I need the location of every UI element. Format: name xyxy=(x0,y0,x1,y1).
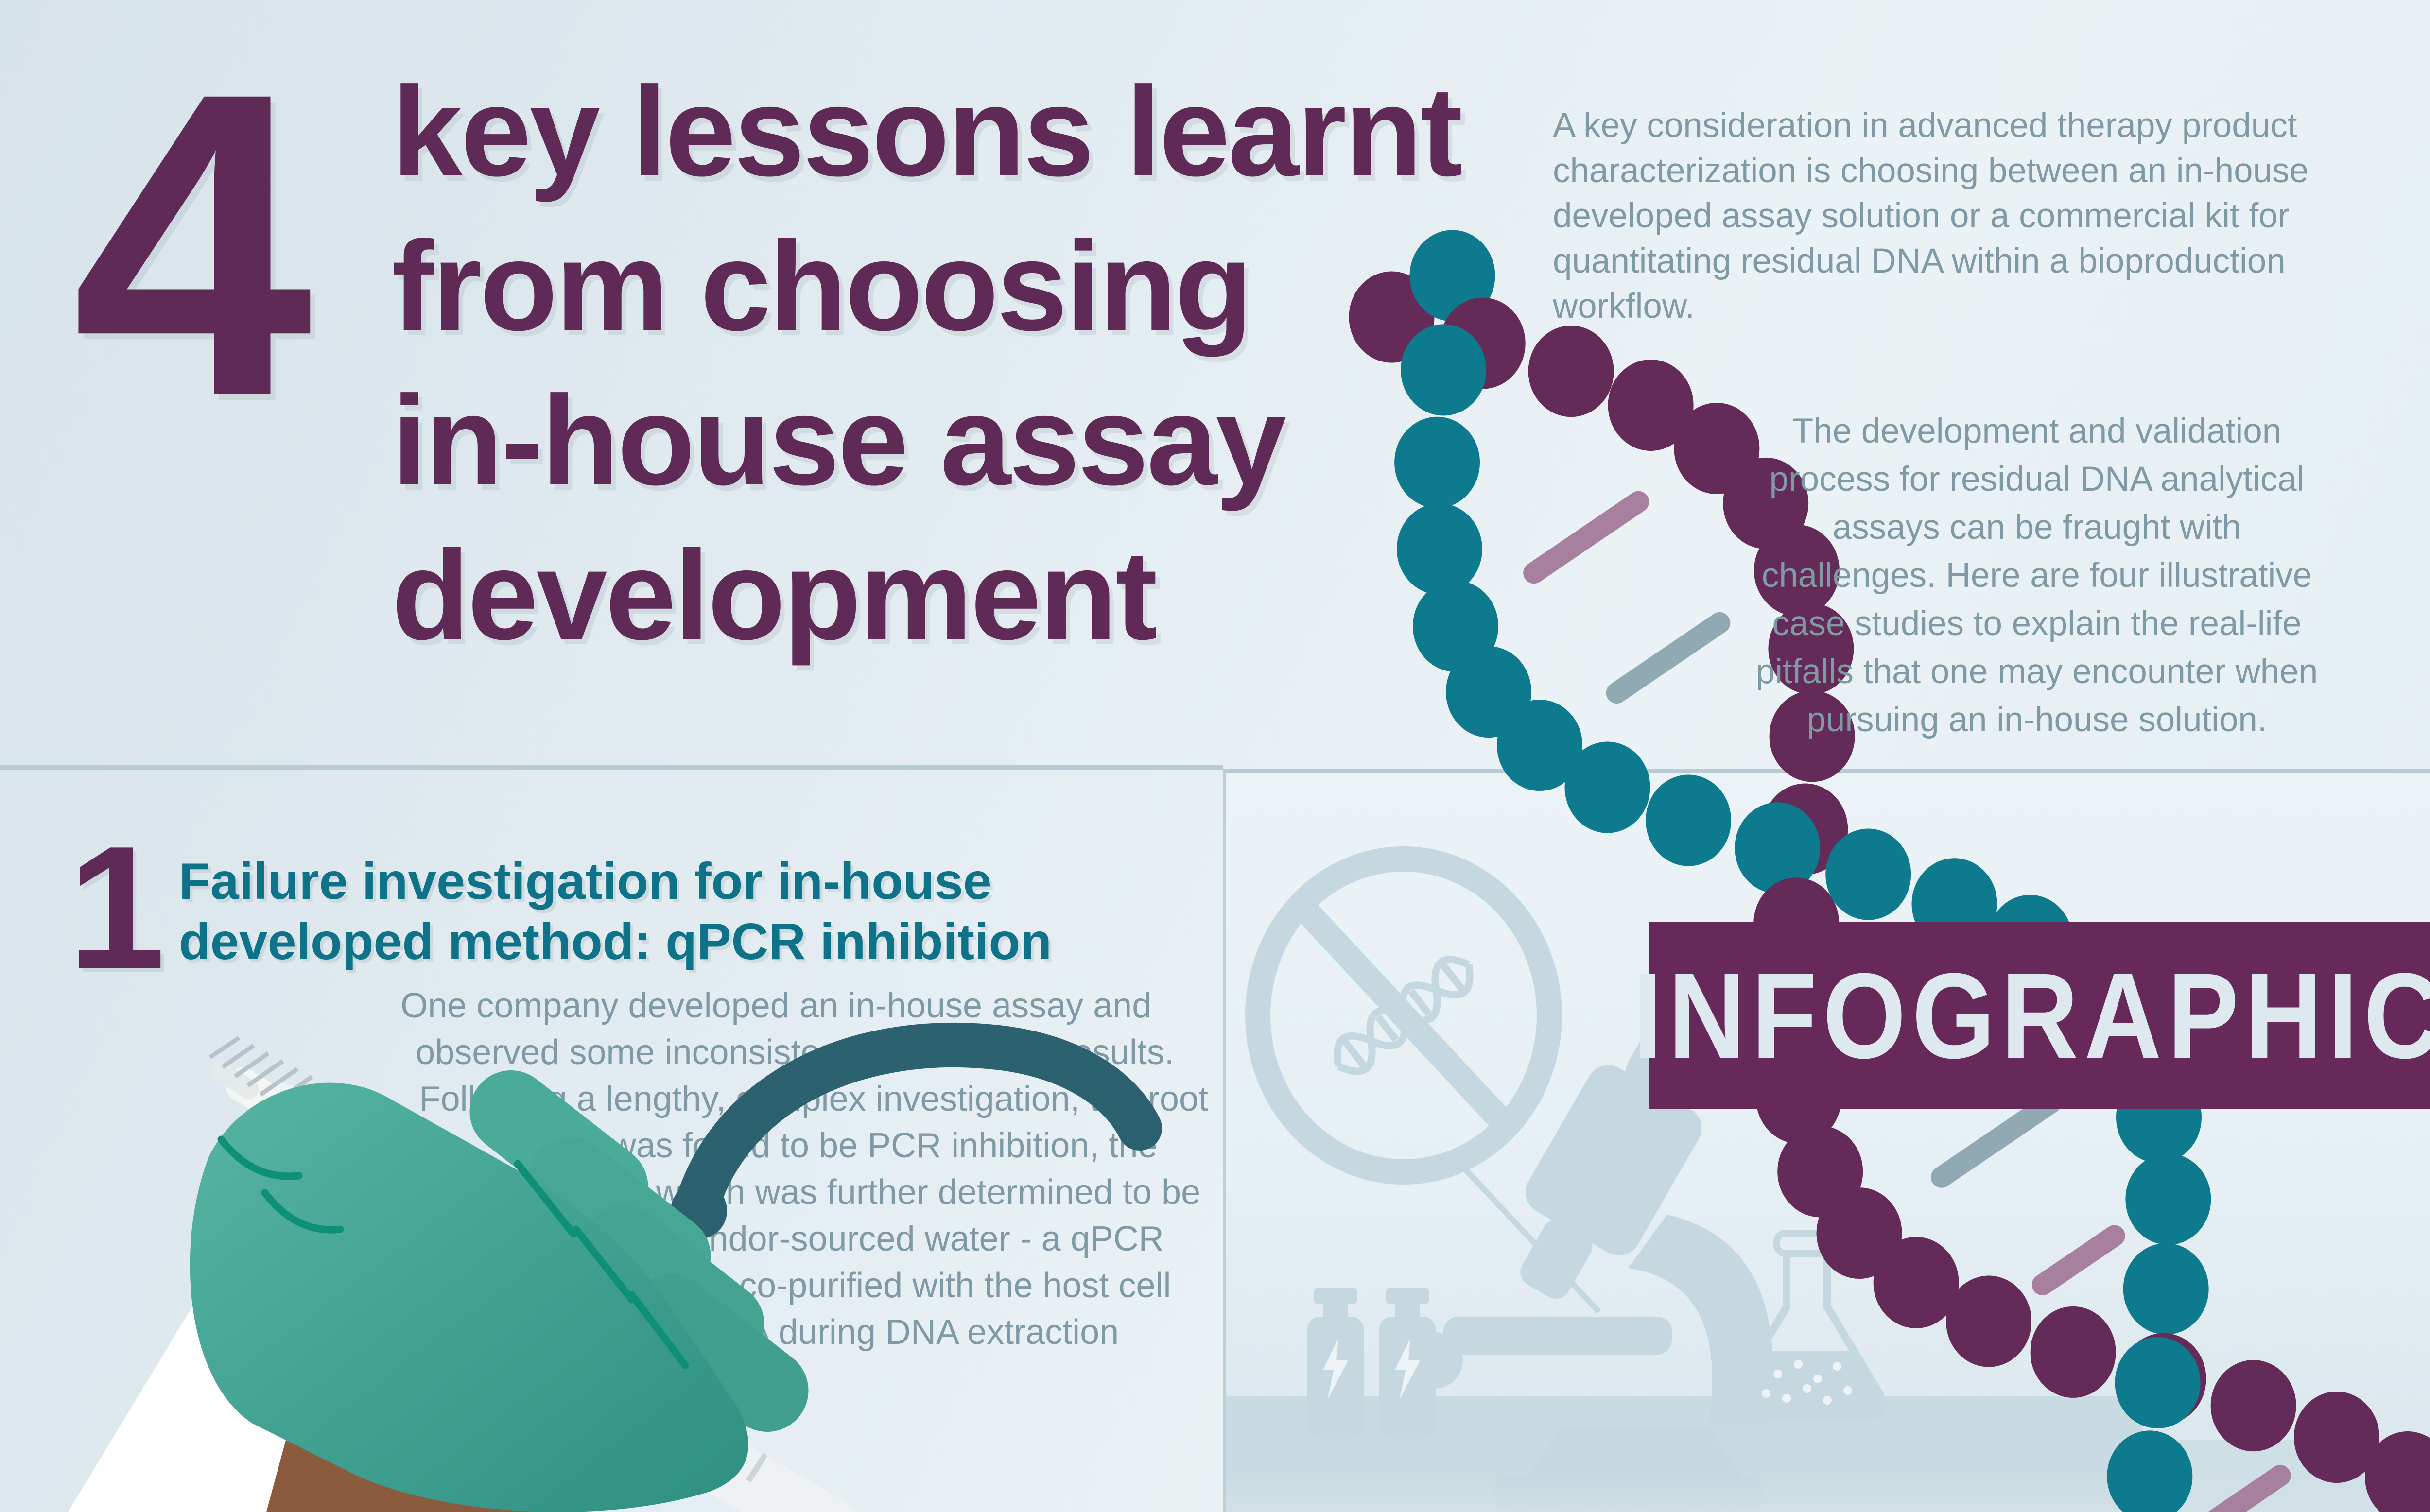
big-number-4: 4 xyxy=(72,2,312,486)
intro-paragraph: A key consideration in advanced therapy … xyxy=(1553,106,2309,326)
lightning-vial-icon xyxy=(1307,1288,1436,1439)
section1-heading: Failure investigation for in-house devel… xyxy=(179,853,1052,970)
section1-body: One company developed an in-house assay … xyxy=(305,982,1209,1512)
section1-number: 1 xyxy=(68,810,166,1005)
page-title: key lessons learnt from choosing in-hous… xyxy=(392,60,1463,666)
no-dna-icon xyxy=(1245,846,1601,1314)
section-divider-line xyxy=(0,765,1223,770)
banner-label: INFOGRAPHIC xyxy=(1632,947,2430,1083)
callout-line xyxy=(1451,1154,1601,1314)
secondary-paragraph: The development and validation process f… xyxy=(1755,412,2318,739)
infographic-banner: INFOGRAPHIC xyxy=(1632,922,2430,1109)
